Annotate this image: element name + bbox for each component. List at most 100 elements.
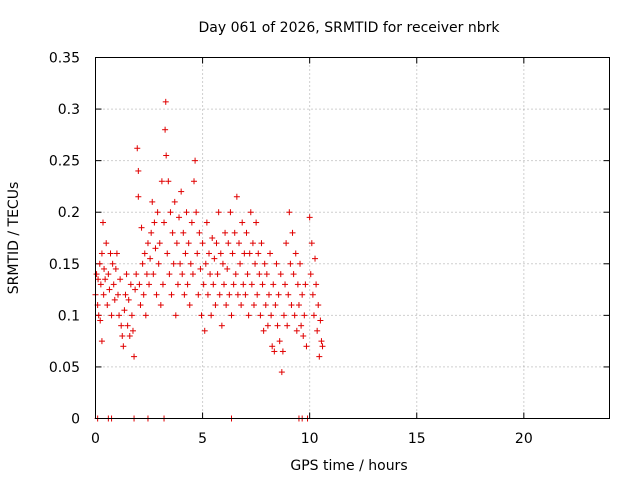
data-point <box>170 260 177 267</box>
data-point <box>230 281 237 288</box>
data-point <box>114 291 121 298</box>
data-point <box>249 240 256 247</box>
data-point <box>136 281 143 288</box>
plot-frame <box>95 57 610 419</box>
data-point <box>224 265 231 272</box>
data-point <box>283 240 290 247</box>
data-point <box>222 229 229 236</box>
data-point <box>201 327 208 334</box>
data-point <box>167 209 174 216</box>
data-point <box>227 209 234 216</box>
data-point <box>270 281 277 288</box>
data-point <box>210 281 217 288</box>
data-point <box>97 281 104 288</box>
data-point <box>192 157 199 164</box>
data-point <box>169 229 176 236</box>
data-point <box>261 260 268 267</box>
data-point <box>129 327 136 334</box>
data-point <box>315 302 322 309</box>
data-point <box>187 260 194 267</box>
data-point <box>191 178 198 185</box>
data-point <box>179 271 186 278</box>
data-point <box>257 312 264 319</box>
data-point <box>267 250 274 257</box>
data-point <box>117 276 124 283</box>
data-point <box>182 250 189 257</box>
data-point <box>153 291 160 298</box>
data-point <box>258 240 265 247</box>
data-point <box>178 188 185 195</box>
data-point <box>240 281 247 288</box>
chart-title: Day 061 of 2026, SRMTID for receiver nbr… <box>198 20 500 36</box>
data-point <box>141 250 148 257</box>
data-point <box>113 250 120 257</box>
data-point <box>139 260 146 267</box>
data-point <box>118 322 125 329</box>
data-point <box>132 286 139 293</box>
data-point <box>271 348 278 355</box>
data-point <box>106 286 113 293</box>
data-point <box>264 322 271 329</box>
data-point <box>268 312 275 319</box>
data-point <box>108 312 115 319</box>
data-point <box>98 338 105 345</box>
data-point <box>122 291 129 298</box>
data-point <box>119 332 126 339</box>
data-point <box>308 240 315 247</box>
data-point <box>172 312 179 319</box>
data-point <box>276 338 283 345</box>
data-point <box>248 281 255 288</box>
data-point <box>233 193 240 200</box>
data-point <box>317 317 324 324</box>
data-point <box>288 302 295 309</box>
data-point <box>138 224 145 231</box>
data-point <box>195 291 202 298</box>
data-point <box>148 229 155 236</box>
data-point <box>151 219 158 226</box>
data-point <box>184 281 191 288</box>
data-point <box>217 250 224 257</box>
data-point <box>246 250 253 257</box>
data-point <box>318 338 325 345</box>
data-point <box>279 348 286 355</box>
data-point <box>250 302 257 309</box>
data-point <box>185 240 192 247</box>
data-point <box>244 271 251 278</box>
data-point <box>166 271 173 278</box>
data-point <box>131 353 138 360</box>
data-point <box>186 302 193 309</box>
data-point <box>95 276 102 283</box>
data-point <box>226 291 233 298</box>
data-point <box>194 250 201 257</box>
data-point <box>204 291 211 298</box>
data-point <box>150 271 157 278</box>
data-point <box>298 322 305 329</box>
data-point <box>208 312 215 319</box>
data-point <box>142 312 149 319</box>
y-tick-label: 0.1 <box>58 308 80 324</box>
data-point <box>284 322 291 329</box>
data-point <box>218 322 225 329</box>
data-point <box>188 219 195 226</box>
data-point <box>223 302 230 309</box>
data-point <box>280 312 287 319</box>
data-point <box>189 271 196 278</box>
data-point <box>157 302 164 309</box>
data-point <box>302 281 309 288</box>
data-point <box>198 312 205 319</box>
y-tick-label: 0 <box>71 412 80 428</box>
data-point <box>107 250 114 257</box>
y-tick-label: 0.3 <box>58 102 80 118</box>
data-point <box>180 229 187 236</box>
data-point <box>200 281 207 288</box>
data-point <box>162 98 169 105</box>
x-tick-label: 15 <box>408 431 426 447</box>
data-point <box>120 343 127 350</box>
data-point <box>219 260 226 267</box>
data-point <box>242 291 249 298</box>
data-point <box>229 250 236 257</box>
data-point <box>110 281 117 288</box>
data-point <box>297 260 304 267</box>
data-point <box>319 343 326 350</box>
